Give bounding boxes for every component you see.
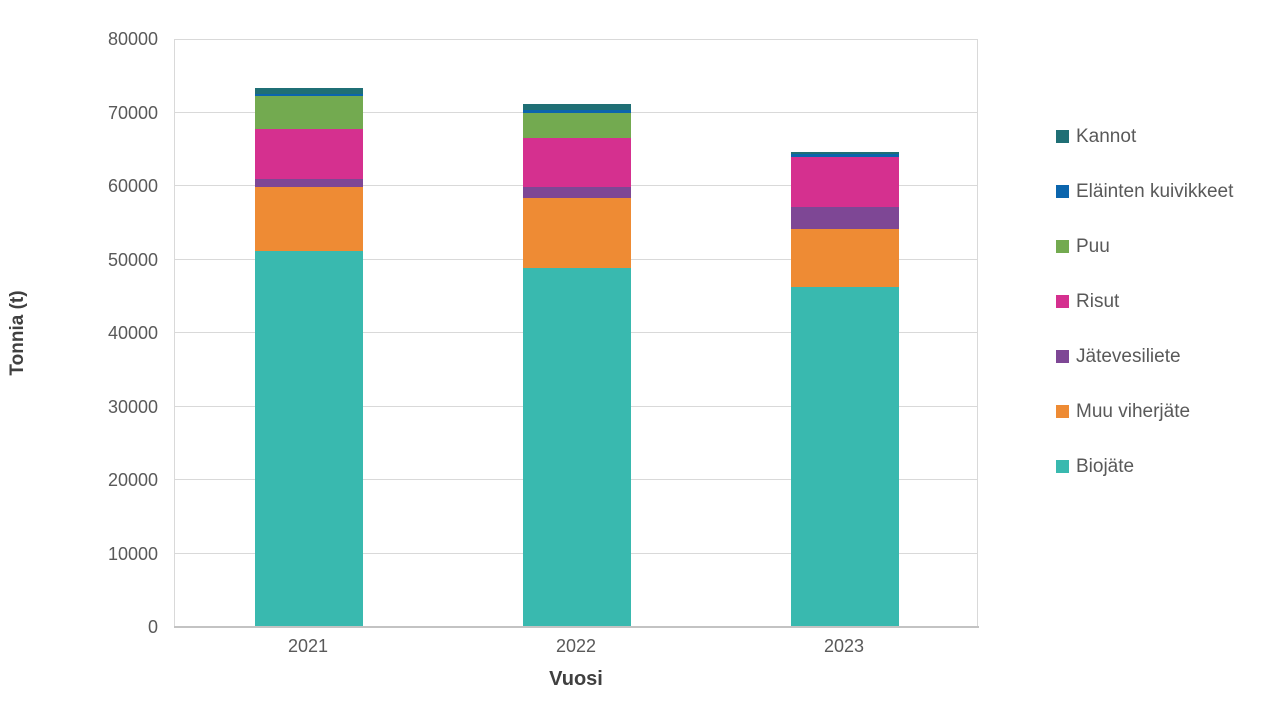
- legend-label: Biojäte: [1076, 455, 1135, 477]
- y-tick-label: 80000: [107, 29, 158, 49]
- legend-swatch-icon: [1056, 240, 1069, 253]
- y-tick-label: 20000: [107, 470, 158, 490]
- x-axis-title: Vuosi: [549, 668, 603, 690]
- legend-swatch-icon: [1056, 130, 1069, 143]
- legend-item: Puu: [1056, 236, 1233, 257]
- legend-swatch-icon: [1056, 185, 1069, 198]
- bar-segment-2021: [255, 187, 363, 252]
- legend-label: Jätevesiliete: [1076, 345, 1181, 367]
- y-tick-label: 40000: [107, 323, 158, 343]
- legend-swatch-icon: [1056, 295, 1069, 308]
- plot-area: [174, 39, 978, 627]
- legend-label: Risut: [1076, 290, 1120, 312]
- bar-segment-2023: [791, 154, 899, 158]
- legend-label: Muu viherjäte: [1076, 400, 1191, 422]
- x-axis-line: [174, 626, 979, 628]
- y-tick-label: 0: [147, 617, 158, 637]
- bar-segment-2021: [255, 94, 363, 96]
- bar-segment-2023: [791, 207, 899, 229]
- bar-segment-2023: [791, 228, 899, 288]
- bar-segment-2021: [255, 87, 363, 95]
- legend-swatch-icon: [1056, 460, 1069, 473]
- bar-segment-2021: [255, 179, 363, 188]
- y-axis-title: Tonnia (t): [7, 290, 28, 376]
- legend-item: Kannot: [1056, 126, 1233, 147]
- bar-segment-2022: [523, 104, 631, 110]
- y-tick-label: 70000: [107, 102, 158, 123]
- bar-segment-2021: [255, 129, 363, 180]
- bar-segment-2023: [791, 152, 899, 155]
- y-tick-label: 60000: [107, 176, 158, 196]
- legend-item: Eläinten kuivikkeet: [1056, 181, 1233, 202]
- legend-item: Muu viherjäte: [1056, 401, 1233, 422]
- legend-item: Jätevesiliete: [1056, 346, 1233, 367]
- legend: Kannot Eläinten kuivikkeet Puu Risut Jäteves…: [1056, 126, 1233, 511]
- bar-segment-2023: [791, 287, 899, 627]
- bar-segment-2022: [523, 112, 631, 138]
- legend-label: Eläinten kuivikkeet: [1076, 180, 1234, 202]
- legend-swatch-icon: [1056, 350, 1069, 363]
- legend-item: Biojäte: [1056, 456, 1233, 477]
- y-tick-label: 30000: [107, 396, 158, 417]
- bar-segment-2021: [255, 95, 363, 130]
- bar-segment-2022: [523, 137, 631, 187]
- bar-segment-2022: [523, 186, 631, 198]
- legend-item: Risut: [1056, 291, 1233, 312]
- legend-label: Puu: [1076, 235, 1110, 257]
- bar-segment-2023: [791, 157, 899, 208]
- y-tick-label: 50000: [107, 249, 158, 270]
- x-tick-label: 2021: [287, 636, 329, 656]
- x-tick-label: 2023: [823, 636, 865, 656]
- legend-swatch-icon: [1056, 405, 1069, 418]
- y-tick-label: 10000: [107, 543, 158, 564]
- legend-label: Kannot: [1076, 125, 1137, 147]
- bar-segment-2022: [523, 267, 631, 627]
- bar-segment-2021: [255, 251, 363, 627]
- bar-segment-2022: [523, 109, 631, 113]
- x-tick-label: 2022: [555, 636, 597, 656]
- bar-segment-2022: [523, 197, 631, 268]
